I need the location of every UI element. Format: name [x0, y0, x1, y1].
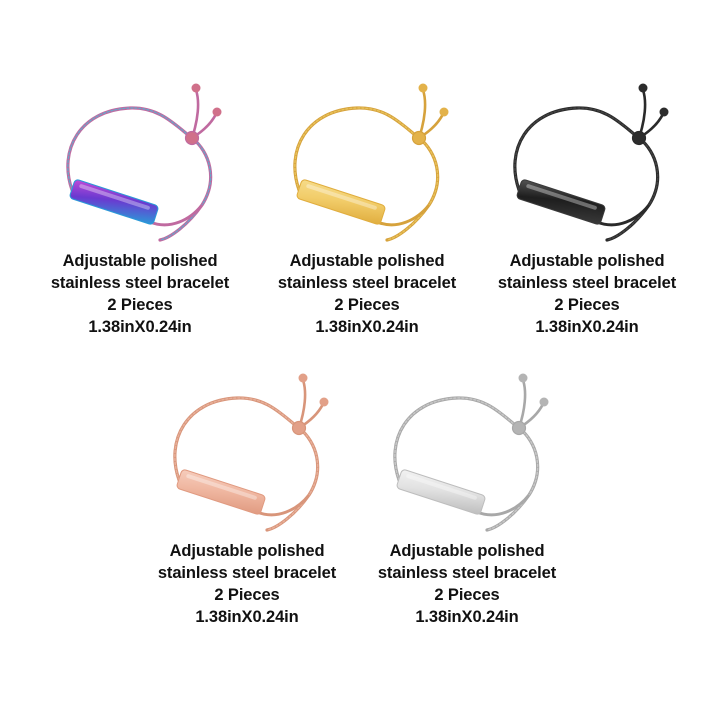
chain-lower: [149, 204, 204, 227]
caption-line-size: 1.38inX0.24in: [535, 318, 639, 336]
product-caption: Adjustable polished stainless steel brac…: [30, 250, 250, 338]
slider-clasp: [291, 420, 307, 436]
slider-clasp: [511, 420, 527, 436]
product-caption: Adjustable polished stainless steel brac…: [257, 250, 477, 338]
chain-tail: [637, 89, 647, 139]
bracelet-silver-image: [393, 373, 549, 532]
product-gold: Adjustable polished stainless steel brac…: [257, 80, 477, 338]
product-rose-gold: Adjustable polished stainless steel brac…: [137, 370, 357, 628]
bead-end: [659, 107, 669, 117]
bar-plate: [176, 469, 266, 515]
chain-lower: [256, 494, 311, 517]
chain-tail: [297, 379, 307, 429]
bead-end: [191, 83, 201, 93]
caption-line-title: Adjustable polished: [169, 542, 325, 560]
caption-line-material: stainless steel bracelet: [50, 274, 230, 292]
caption-line-material: stainless steel bracelet: [277, 274, 457, 292]
bead-end: [418, 83, 428, 93]
bead-end: [319, 397, 329, 407]
caption-line-size: 1.38inX0.24in: [88, 318, 192, 336]
bar-highlight: [186, 474, 257, 500]
bar-plate: [396, 469, 486, 515]
product-caption: Adjustable polished stainless steel brac…: [477, 250, 697, 338]
chain-lower: [596, 204, 651, 227]
caption-line-material: stainless steel bracelet: [497, 274, 677, 292]
bead-end: [439, 107, 449, 117]
product-silver: Adjustable polished stainless steel brac…: [357, 370, 577, 628]
bar-highlight: [79, 184, 150, 210]
caption-line-title: Adjustable polished: [289, 252, 445, 270]
caption-line-material: stainless steel bracelet: [157, 564, 337, 582]
caption-line-size: 1.38inX0.24in: [415, 608, 519, 626]
chain-tail: [417, 89, 427, 139]
slider-clasp: [411, 130, 427, 146]
caption-line-quantity: 2 Pieces: [434, 586, 500, 604]
bracelet-rainbow-image: [66, 83, 222, 242]
bar-highlight: [406, 474, 477, 500]
product-caption: Adjustable polished stainless steel brac…: [137, 540, 357, 628]
chain-tail: [517, 379, 527, 429]
slider-clasp: [184, 130, 200, 146]
bead-end: [298, 373, 308, 383]
bracelet-black-image: [513, 83, 669, 242]
chain-lower: [376, 204, 431, 227]
bar-plate: [69, 179, 159, 225]
bar-highlight: [306, 184, 377, 210]
bracelet-rose-gold-image: [173, 373, 329, 532]
caption-line-size: 1.38inX0.24in: [195, 608, 299, 626]
bracelet-gold-image: [293, 83, 449, 242]
caption-line-title: Adjustable polished: [389, 542, 545, 560]
caption-line-quantity: 2 Pieces: [554, 296, 620, 314]
caption-line-quantity: 2 Pieces: [334, 296, 400, 314]
product-rainbow: Adjustable polished stainless steel brac…: [30, 80, 250, 338]
chain-lower: [476, 494, 531, 517]
bar-highlight: [526, 184, 597, 210]
bar-plate: [516, 179, 606, 225]
bar-plate: [296, 179, 386, 225]
slider-clasp: [631, 130, 647, 146]
bead-end: [518, 373, 528, 383]
caption-line-size: 1.38inX0.24in: [315, 318, 419, 336]
bead-end: [212, 107, 222, 117]
caption-line-material: stainless steel bracelet: [377, 564, 557, 582]
chain-tail: [190, 89, 200, 139]
product-black: Adjustable polished stainless steel brac…: [477, 80, 697, 338]
bead-end: [638, 83, 648, 93]
product-caption: Adjustable polished stainless steel brac…: [357, 540, 577, 628]
bead-end: [539, 397, 549, 407]
caption-line-title: Adjustable polished: [62, 252, 218, 270]
caption-line-quantity: 2 Pieces: [214, 586, 280, 604]
caption-line-title: Adjustable polished: [509, 252, 665, 270]
caption-line-quantity: 2 Pieces: [107, 296, 173, 314]
